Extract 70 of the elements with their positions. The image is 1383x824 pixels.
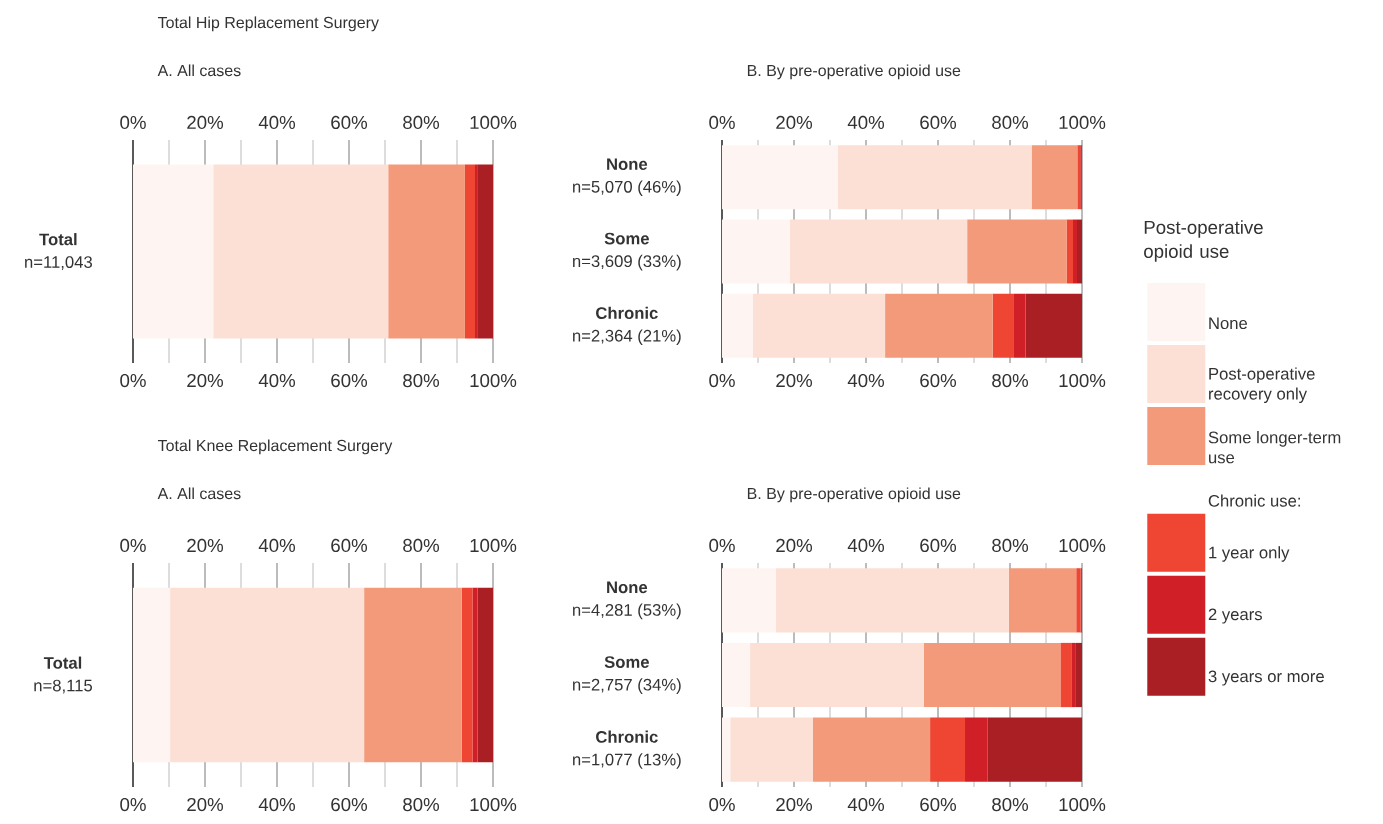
chart-title: Total Knee Replacement Surgery <box>157 439 393 455</box>
x-tick-label: 20% <box>776 797 813 812</box>
y-tick-label: Some n=3,609 (33%) <box>573 232 681 271</box>
y-tick-label: Some n=2,757 (34%) <box>573 656 681 694</box>
x-tick-label: 0% <box>709 797 735 812</box>
x2-tick-label: 60% <box>920 538 957 553</box>
x2-tick-label: 80% <box>992 115 1029 130</box>
text: Some longer-term use <box>1208 431 1341 464</box>
x2-tick-label: 60% <box>331 538 368 553</box>
chart-subtitle: A. All cases <box>157 487 241 500</box>
y-tick-label: None n=5,070 (46%) <box>573 158 681 196</box>
x2-tick-label: 100% <box>470 115 517 130</box>
x-tick-label: 100% <box>1059 373 1106 388</box>
x2-tick-label: 40% <box>847 115 885 130</box>
x2-tick-label: 40% <box>847 538 885 553</box>
chart-subtitle: B. By pre-operative opioid use <box>747 64 961 80</box>
x-tick-label: 20% <box>187 373 224 388</box>
x-tick-label: 60% <box>920 797 957 812</box>
text: None <box>1209 317 1248 330</box>
x2-tick-label: 100% <box>1059 115 1106 130</box>
y-tick-label: Total n=11,043 <box>25 233 92 270</box>
chart-subtitle: A. All cases <box>157 64 241 77</box>
x2-tick-label: 40% <box>258 115 296 130</box>
x2-tick-label: 100% <box>470 538 517 553</box>
y-tick-label: Chronic n=2,364 (21%) <box>573 306 681 345</box>
x-tick-label: 100% <box>470 797 517 812</box>
x-tick-label: 40% <box>258 373 296 388</box>
x2-tick-label: 0% <box>709 115 735 130</box>
text: 3 years or more <box>1208 670 1324 686</box>
x2-tick-label: 20% <box>187 538 224 553</box>
x2-tick-label: 80% <box>992 538 1029 553</box>
x-tick-label: 40% <box>847 797 885 812</box>
chart-title: Total Hip Replacement Surgery <box>157 16 379 32</box>
x-tick-label: 60% <box>920 373 957 388</box>
text: 1 year only <box>1209 546 1290 562</box>
x2-tick-label: 80% <box>403 115 440 130</box>
text: Post-operative recovery only <box>1209 367 1315 403</box>
text: Chronic use: <box>1208 494 1300 507</box>
x-tick-label: 40% <box>847 373 885 388</box>
chart-subtitle: B. By pre-operative opioid use <box>747 487 961 503</box>
x-tick-label: 20% <box>776 373 813 388</box>
x-tick-label: 0% <box>709 373 735 388</box>
x2-tick-label: 0% <box>120 115 146 130</box>
x-tick-label: 80% <box>992 373 1029 388</box>
x-tick-label: 60% <box>331 373 368 388</box>
x2-tick-label: 80% <box>403 538 440 553</box>
y-tick-label: Chronic n=1,077 (13%) <box>573 730 681 769</box>
x2-tick-label: 20% <box>187 115 224 130</box>
x2-tick-label: 40% <box>258 538 296 553</box>
x-tick-label: 100% <box>470 373 517 388</box>
x-tick-label: 0% <box>120 797 146 812</box>
text: 2 years <box>1208 608 1262 624</box>
x-tick-label: 60% <box>331 797 368 812</box>
x-tick-label: 100% <box>1059 797 1106 812</box>
y-tick-label: Total n=8,115 <box>34 656 93 694</box>
x-tick-label: 0% <box>120 373 146 388</box>
x-tick-label: 80% <box>992 797 1029 812</box>
x2-tick-label: 60% <box>920 115 957 130</box>
x-tick-label: 80% <box>403 373 440 388</box>
y-tick-label: None n=4,281 (53%) <box>573 581 681 620</box>
x2-tick-label: 20% <box>776 115 813 130</box>
x-tick-label: 40% <box>258 797 296 812</box>
legend-title: Post-operative opioid use <box>1144 220 1263 262</box>
x2-tick-label: 60% <box>331 115 368 130</box>
x-tick-label: 20% <box>187 797 224 812</box>
x2-tick-label: 20% <box>776 538 813 553</box>
x2-tick-label: 0% <box>709 538 735 553</box>
x-tick-label: 80% <box>403 797 440 812</box>
x2-tick-label: 0% <box>120 538 146 553</box>
x2-tick-label: 100% <box>1059 538 1106 553</box>
